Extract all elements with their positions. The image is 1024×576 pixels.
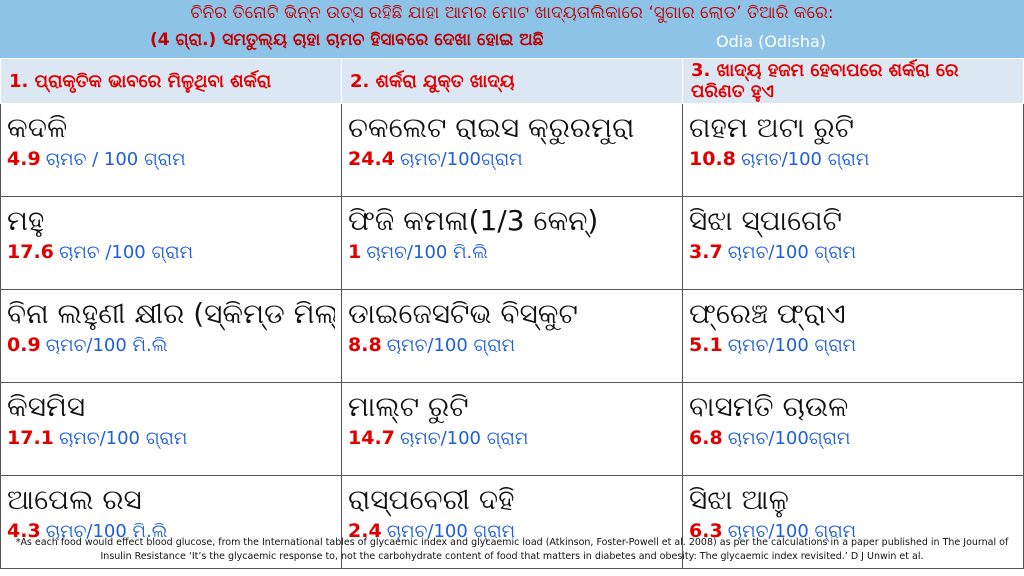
sugar-line: 24.4 ଚାମଚ/100ଗ୍ରାମ [348,148,676,170]
column-header: 1. ପ୍ରାକୃତିକ ଭାବରେ ମିଳୁଥିବା ଶର୍କରା [0,58,342,104]
food-name: କିସମିସ [7,390,86,423]
sugar-amount: 10.8 [689,148,736,170]
sugar-amount: 17.1 [7,427,54,449]
sugar-line: 14.7 ଚାମଚ/100 ଗ୍ରାମ [348,427,676,449]
sugar-unit: ଚାମଚ/100 ଗ୍ରାମ [386,335,516,356]
column-header: 3. ଖାଦ୍ୟ ହଜମ ହେବାପରେ ଶର୍କରା ରେ ପରିଣତ ହୁଏ [682,58,1024,104]
sugar-amount: 0.9 [7,334,41,356]
sugar-line: 5.1 ଚାମଚ/100 ଗ୍ରାମ [689,334,1017,356]
sugar-line: 4.3 ଚାମଚ/100 ମି.ଲି [7,520,335,542]
table-row: ଆପେଲ ରସ 4.3 ଚାମଚ/100 ମି.ଲି ରାସ୍ପବେରୀ ଦହି 2.… [0,475,1024,569]
table-cell: ସିଝା ଆଳୁ 6.3 ଚାମଚ/100 ଗ୍ରାମ [682,475,1024,569]
sugar-amount: 5.1 [689,334,723,356]
table-row: କଦଳି 4.9 ଚାମଚ / 100 ଗ୍ରାମ ଚକଲେଟ ରାଇସ କ୍ରୁର… [0,103,1024,197]
language-label: Odia (Odisha) [716,32,827,51]
sugar-unit: ଚାମଚ/100 ଗ୍ରାମ [399,428,529,449]
table-cell: ଫ୍ରେଞ୍ଚ ଫ୍ରାଏ 5.1 ଚାମଚ/100 ଗ୍ରାମ [682,289,1024,383]
sugar-unit: ଚାମଚ/100ଗ୍ରାମ [727,428,851,449]
sugar-amount: 6.8 [689,427,723,449]
food-name: ବାସମତି ଚାଉଳ [689,390,849,423]
header-band: ଚିନିର ତିନୋଟି ଭିନ୍ନ ଉତ୍ସ ରହିଛି ଯାହା ଆମର ମ… [0,0,1024,58]
food-name: ମହୁ [7,204,45,237]
food-name: ଗହମ ଅଟା ରୁଟି [689,111,855,144]
sugar-line: 2.4 ଚାମଚ/100 ଗ୍ରାମ [348,520,676,542]
table-cell: ବାସମତି ଚାଉଳ 6.8 ଚାମଚ/100ଗ୍ରାମ [682,382,1024,476]
sugar-amount: 2.4 [348,520,382,542]
food-name: ଡାଇଜେସଟିଭ ବିସ୍କୁଟ [348,297,578,330]
sugar-unit: ଚାମଚ/100 ମି.ଲି [45,335,168,356]
sugar-amount: 1 [348,241,362,263]
sugar-unit: ଚାମଚ/100 ଗ୍ରାମ [740,149,870,170]
footnote: *As each food would effect blood glucose… [15,537,1009,562]
sugar-unit: ଚାମଚ/100ଗ୍ରାମ [399,149,523,170]
sugar-line: 10.8 ଚାମଚ/100 ଗ୍ରାମ [689,148,1017,170]
column-header: 2. ଶର୍କରା ଯୁକ୍ତ ଖାଦ୍ୟ [341,58,683,104]
sugar-line: 3.7 ଚାମଚ/100 ଗ୍ରାମ [689,241,1017,263]
sugar-unit: ଚାମଚ/100 ଗ୍ରାମ [58,428,188,449]
food-name: କଦଳି [7,111,68,144]
sugar-line: 6.3 ଚାମଚ/100 ଗ୍ରାମ [689,520,1017,542]
sugar-amount: 4.9 [7,148,41,170]
table-cell: ବିନା ଲହୁଣୀ କ୍ଷୀର (ସ୍କିମ୍ଡ ମିଲ୍କ) 0.9 ଚାମଚ… [0,289,342,383]
table-cell: ମହୁ 17.6 ଚାମଚ /100 ଗ୍ରାମ [0,196,342,290]
sugar-amount: 6.3 [689,520,723,542]
food-name: ସିଝା ଆଳୁ [689,483,789,516]
subtitle: (4 ଗ୍ରା.) ସମତୁଲ୍ୟ ଚାହା ଚାମଚ ହିସାବରେ ଦେଖା… [150,30,544,50]
table-cell: ଡାଇଜେସଟିଭ ବିସ୍କୁଟ 8.8 ଚାମଚ/100 ଗ୍ରାମ [341,289,683,383]
sugar-amount: 24.4 [348,148,395,170]
sugar-table: 1. ପ୍ରାକୃତିକ ଭାବରେ ମିଳୁଥିବା ଶର୍କରା 2. ଶର୍… [0,58,1024,569]
sugar-unit: ଚାମଚ/100 ଗ୍ରାମ [727,521,857,542]
food-name: ରାସ୍ପବେରୀ ଦହି [348,483,515,516]
table-row: କିସମିସ 17.1 ଚାମଚ/100 ଗ୍ରାମ ମାଲ୍ଟ ରୁଟି 14.7 … [0,382,1024,476]
table-cell: କିସମିସ 17.1 ଚାମଚ/100 ଗ୍ରାମ [0,382,342,476]
table-cell: ମାଲ୍ଟ ରୁଟି 14.7 ଚାମଚ/100 ଗ୍ରାମ [341,382,683,476]
table-cell: ସିଝା ସ୍ପାଗେଟି 3.7 ଚାମଚ/100 ଗ୍ରାମ [682,196,1024,290]
food-name: ସିଝା ସ୍ପାଗେଟି [689,204,843,237]
food-name: ମାଲ୍ଟ ରୁଟି [348,390,469,423]
sugar-line: 0.9 ଚାମଚ/100 ମି.ଲି [7,334,335,356]
sugar-amount: 17.6 [7,241,54,263]
sugar-unit: ଚାମଚ / 100 ଗ୍ରାମ [45,149,186,170]
sugar-unit: ଚାମଚ /100 ଗ୍ରାମ [58,242,194,263]
food-name: ବିନା ଲହୁଣୀ କ୍ଷୀର (ସ୍କିମ୍ଡ ମିଲ୍କ) [7,297,335,330]
sugar-line: 6.8 ଚାମଚ/100ଗ୍ରାମ [689,427,1017,449]
sugar-unit: ଚାମଚ/100 ମି.ଲି [366,242,488,263]
sugar-amount: 8.8 [348,334,382,356]
sugar-unit: ଚାମଚ/100 ଗ୍ରାମ [727,335,857,356]
sugar-amount: 3.7 [689,241,723,263]
table-cell: ଚକଲେଟ ରାଇସ କ୍ରୁରମୁରା 24.4 ଚାମଚ/100ଗ୍ରାମ [341,103,683,197]
table-row: ବିନା ଲହୁଣୀ କ୍ଷୀର (ସ୍କିମ୍ଡ ମିଲ୍କ) 0.9 ଚାମଚ… [0,289,1024,383]
food-name: ଫ୍ରେଞ୍ଚ ଫ୍ରାଏ [689,297,846,330]
table-cell: କଦଳି 4.9 ଚାମଚ / 100 ଗ୍ରାମ [0,103,342,197]
sugar-line: 4.9 ଚାମଚ / 100 ଗ୍ରାମ [7,148,335,170]
table-cell: ଗହମ ଅଟା ରୁଟି 10.8 ଚାମଚ/100 ଗ୍ରାମ [682,103,1024,197]
food-name: ଆପେଲ ରସ [7,483,142,516]
sugar-line: 17.1 ଚାମଚ/100 ଗ୍ରାମ [7,427,335,449]
sugar-unit: ଚାମଚ/100 ଗ୍ରାମ [727,242,857,263]
sugar-amount: 14.7 [348,427,395,449]
sugar-line: 8.8 ଚାମଚ/100 ଗ୍ରାମ [348,334,676,356]
table-cell: ଆପେଲ ରସ 4.3 ଚାମଚ/100 ମି.ଲି [0,475,342,569]
table-cell: ଫିଜି କମଳା(1/3 କେନ୍) 1 ଚାମଚ/100 ମି.ଲି [341,196,683,290]
sugar-amount: 4.3 [7,520,41,542]
food-name: ଫିଜି କମଳା(1/3 କେନ୍) [348,204,599,237]
sugar-line: 1 ଚାମଚ/100 ମି.ଲି [348,241,676,263]
sugar-line: 17.6 ଚାମଚ /100 ଗ୍ରାମ [7,241,335,263]
title: ଚିନିର ତିନୋଟି ଭିନ୍ନ ଉତ୍ସ ରହିଛି ଯାହା ଆମର ମ… [190,3,834,23]
food-name: ଚକଲେଟ ରାଇସ କ୍ରୁରମୁରା [348,111,635,144]
sugar-unit: ଚାମଚ/100 ମି.ଲି [45,521,168,542]
sugar-unit: ଚାମଚ/100 ଗ୍ରାମ [386,521,516,542]
table-row: ମହୁ 17.6 ଚାମଚ /100 ଗ୍ରାମ ଫିଜି କମଳା(1/3 କେନ… [0,196,1024,290]
